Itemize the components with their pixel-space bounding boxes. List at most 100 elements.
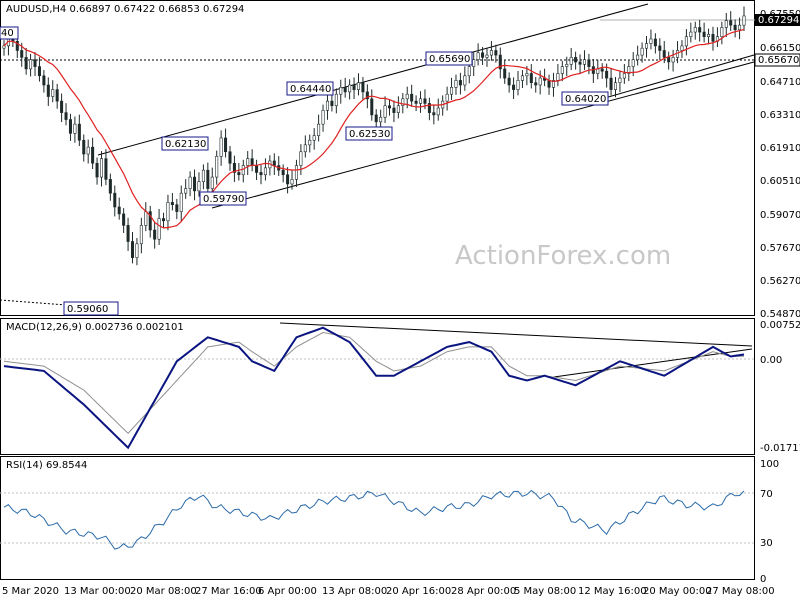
x-tick: 12 May 16:00 <box>578 586 647 597</box>
candle-body <box>733 24 737 31</box>
x-tick: 20 May 00:00 <box>643 586 712 597</box>
candle-body <box>374 114 378 123</box>
candle-body <box>711 34 715 42</box>
candle-body <box>73 123 77 134</box>
price-panel-title: AUDUSD,H4 0.66897 0.67422 0.66853 0.6729… <box>6 4 244 15</box>
watermark: ActionForex.com <box>455 241 671 271</box>
macd-y-tick: -0.017112 <box>760 443 800 454</box>
candle-body <box>662 50 666 58</box>
candle-body <box>184 188 188 194</box>
candle-body <box>166 202 170 222</box>
candle-body <box>139 225 143 245</box>
candle-body <box>188 176 192 189</box>
candle-body <box>587 59 591 67</box>
candle-body <box>503 68 507 79</box>
price-y-tick: 0.56270 <box>760 276 800 287</box>
candle-body <box>534 82 538 86</box>
candle-body <box>467 66 471 77</box>
candle-body <box>667 57 671 63</box>
candle-body <box>720 27 724 37</box>
candle-body <box>618 77 622 84</box>
annotation-box <box>161 136 209 151</box>
candle-body <box>68 119 72 134</box>
candle-body <box>693 27 697 33</box>
annotation-box <box>286 81 334 96</box>
candle-body <box>20 50 24 58</box>
annotation-box <box>63 301 119 316</box>
candle-body <box>135 243 139 258</box>
price-y-tick: 0.60510 <box>760 176 800 187</box>
candle-body <box>569 57 573 65</box>
candle-body <box>193 176 197 192</box>
rsi-panel-frame <box>0 456 755 580</box>
candle-body <box>286 174 290 185</box>
candle-body <box>724 20 728 28</box>
candle-body <box>290 179 294 185</box>
candle-body <box>729 20 733 26</box>
candle-body <box>498 54 502 70</box>
candle-body <box>281 169 285 176</box>
candle-body <box>387 105 392 109</box>
candle-body <box>689 31 693 37</box>
candle-body <box>684 36 688 47</box>
candle-body <box>547 80 551 88</box>
candle-body <box>144 211 148 226</box>
macd-y-tick: 0.007526 <box>760 320 800 331</box>
candle-body <box>303 144 307 153</box>
candle-body <box>596 68 600 74</box>
candle-body <box>170 202 174 205</box>
price-y-tick: 0.59070 <box>760 210 800 221</box>
candle-body <box>476 52 480 60</box>
x-tick: 27 Mar 16:00 <box>195 586 262 597</box>
candle-body <box>370 98 374 116</box>
candle-body <box>122 213 126 226</box>
candle-body <box>423 98 427 104</box>
candle-body <box>636 54 640 60</box>
candle-body <box>272 160 276 166</box>
macd-panel-title: MACD(12,26,9) 0.002736 0.002101 <box>6 322 184 333</box>
annotation-text: 40 <box>1 28 14 39</box>
annotation-box <box>561 91 609 106</box>
candle-body <box>86 146 90 155</box>
x-axis: 5 Mar 2020 13 Mar 00:00 20 Mar 08:00 27 … <box>2 586 775 597</box>
candle-body <box>410 93 414 102</box>
candle-body <box>343 87 347 93</box>
candle-body <box>51 89 55 97</box>
candle-body <box>55 89 59 102</box>
annotation-box <box>199 191 247 206</box>
price-y-tick: 0.57670 <box>760 243 800 254</box>
candle-body <box>494 50 498 56</box>
x-tick: 28 Apr 00:00 <box>451 586 516 597</box>
candle-body <box>738 24 742 31</box>
candle-body <box>224 137 228 153</box>
candle-body <box>600 68 604 72</box>
candle-body <box>175 204 179 212</box>
candle-body <box>108 179 112 194</box>
annotation-text: 0.64020 <box>565 94 606 105</box>
candle-body <box>126 225 130 242</box>
candle-body <box>529 73 533 84</box>
candle-body <box>574 57 578 63</box>
annotation-text: 0.62530 <box>349 129 390 140</box>
candle-body <box>241 165 245 176</box>
annotation-text: 0.64440 <box>290 84 331 95</box>
annotation-text: 0.59790 <box>203 194 244 205</box>
macd-panel-frame <box>0 318 755 455</box>
candle-body <box>640 47 644 56</box>
candle-body <box>605 70 609 79</box>
candle-body <box>162 218 166 222</box>
annotation-box <box>425 51 473 66</box>
candle-body <box>401 98 405 107</box>
candle-body <box>263 167 267 176</box>
candle-body <box>551 80 555 88</box>
candle-body <box>210 176 214 189</box>
macd-signal-line <box>3 331 745 435</box>
candle-body <box>179 192 183 212</box>
candle-body <box>365 91 369 100</box>
candle-body <box>609 77 613 90</box>
candle-body <box>348 84 352 93</box>
macd-trendline-upper <box>279 322 753 347</box>
candle-body <box>228 151 232 164</box>
candle-body <box>680 45 684 51</box>
price-panel-frame <box>0 0 755 316</box>
